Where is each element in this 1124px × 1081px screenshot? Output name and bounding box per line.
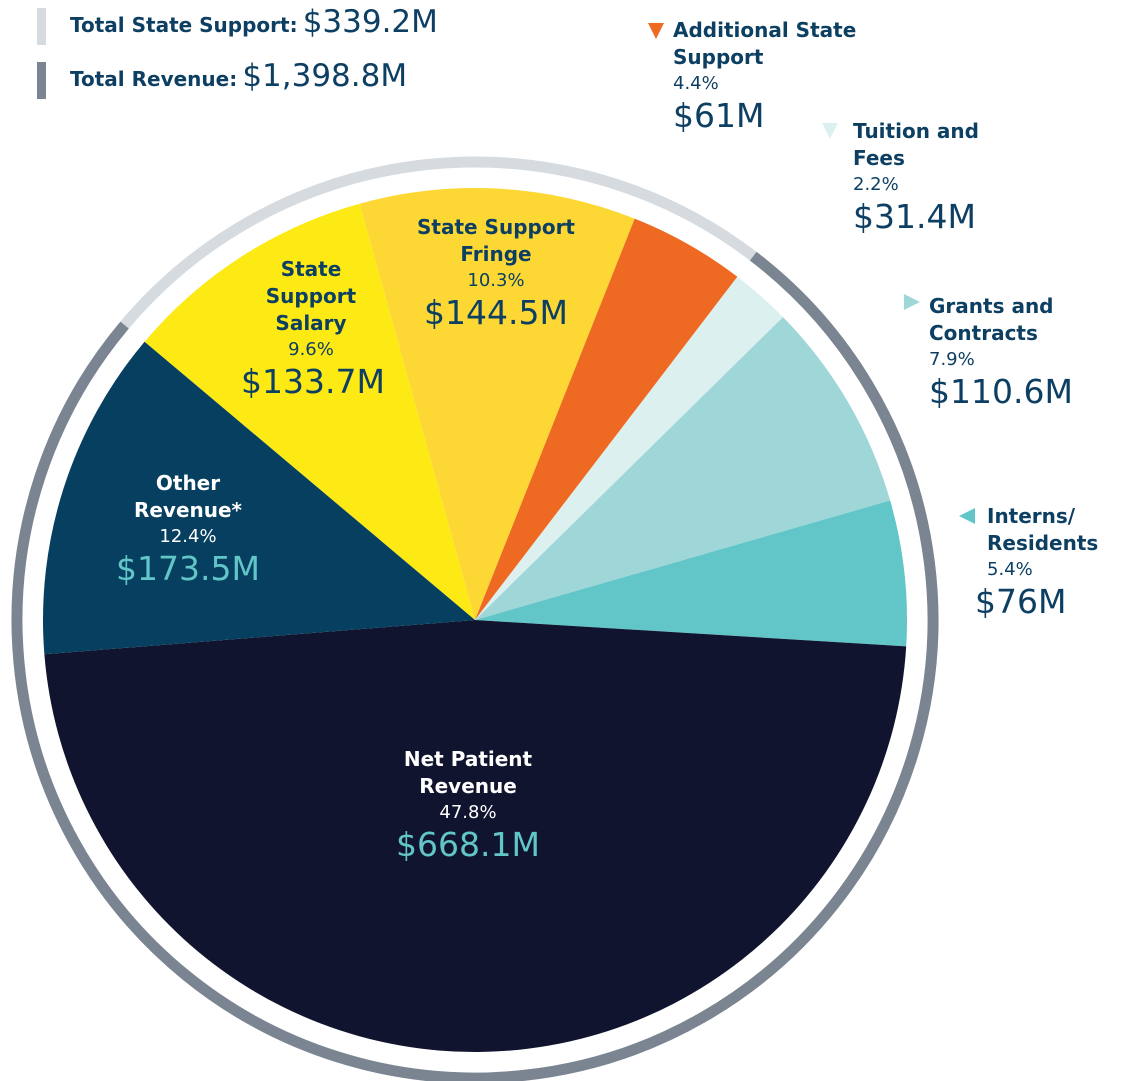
share-label: 4.4% xyxy=(673,73,719,94)
pie-slice xyxy=(475,500,907,647)
slice-label: Grants and Contracts 7.9% $110.6M xyxy=(929,293,1073,411)
pie-slice xyxy=(475,276,784,620)
legend-marker xyxy=(822,123,838,139)
total-value: $1,398.8M xyxy=(242,58,408,94)
state-support-ring xyxy=(120,156,757,329)
value-label: $668.1M xyxy=(396,825,540,864)
total-row: Total Revenue: $1,398.8M xyxy=(70,58,407,94)
total-value: $339.2M xyxy=(302,4,438,40)
category-name: Grants and Contracts xyxy=(929,294,1054,345)
share-label: 10.3% xyxy=(467,270,525,291)
slice-label: State Support Fringe 10.3% $144.5M xyxy=(396,214,596,332)
category-name: Net Patient Revenue xyxy=(403,747,533,798)
share-label: 9.6% xyxy=(288,339,334,360)
total-label: Total Revenue: xyxy=(70,67,238,91)
category-name: Interns/ Residents xyxy=(987,504,1099,555)
total-label: Total State Support: xyxy=(70,13,298,37)
value-label: $173.5M xyxy=(116,549,260,588)
pie-slice xyxy=(475,317,891,620)
total-swatch xyxy=(37,8,46,45)
value-label: $144.5M xyxy=(424,293,568,332)
pie-slice xyxy=(42,341,475,655)
category-name: State Support Fringe xyxy=(417,215,575,266)
total-swatch xyxy=(37,62,46,99)
category-name: State Support Salary xyxy=(265,257,357,335)
slice-label: Other Revenue* 12.4% $173.5M xyxy=(108,470,268,588)
pie-slice xyxy=(44,620,907,1052)
share-label: 5.4% xyxy=(987,559,1033,580)
value-label: $133.7M xyxy=(241,362,385,401)
slice-label: Additional State Support 4.4% $61M xyxy=(673,17,863,135)
slice-label: Net Patient Revenue 47.8% $668.1M xyxy=(368,746,568,864)
value-label: $110.6M xyxy=(929,372,1073,411)
value-label: $61M xyxy=(673,96,765,135)
slice-label: State Support Salary 9.6% $133.7M xyxy=(241,256,385,401)
value-label: $76M xyxy=(975,582,1067,621)
slice-label: Tuition and Fees 2.2% $31.4M xyxy=(853,118,993,236)
category-name: Tuition and Fees xyxy=(853,119,979,170)
total-row: Total State Support: $339.2M xyxy=(70,4,438,40)
share-label: 47.8% xyxy=(439,802,497,823)
legend-marker xyxy=(959,508,975,524)
pie-slice xyxy=(475,218,738,620)
share-label: 2.2% xyxy=(853,174,899,195)
value-label: $31.4M xyxy=(853,197,976,236)
share-label: 12.4% xyxy=(159,526,217,547)
category-name: Other Revenue* xyxy=(133,471,243,522)
category-name: Additional State Support xyxy=(673,18,857,69)
legend-marker xyxy=(648,23,664,39)
legend-marker xyxy=(904,294,920,310)
pie-slice xyxy=(144,203,475,621)
pie-slice xyxy=(359,188,635,621)
share-label: 7.9% xyxy=(929,349,975,370)
slice-label: Interns/ Residents 5.4% $76M xyxy=(975,503,1115,621)
revenue-ring xyxy=(11,251,939,1081)
